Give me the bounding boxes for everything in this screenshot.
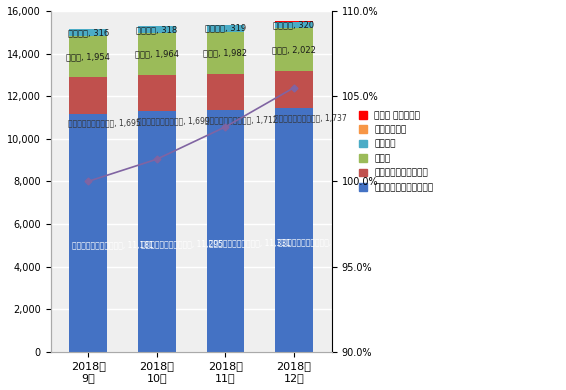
Bar: [207, 74, 245, 110]
Text: カレコ, 1,982: カレコ, 1,982: [203, 48, 247, 57]
Text: カリテコ, 319: カリテコ, 319: [205, 24, 246, 33]
Text: カレコ, 2,022: カレコ, 2,022: [272, 46, 316, 55]
Legend: ホンダ エブリゴー, アース・カー, カリテコ, カレコ, オリックスカーシェア, タイムズ　カー　プラス: ホンダ エブリゴー, アース・カー, カリテコ, カレコ, オリックスカーシェア…: [359, 111, 433, 192]
Bar: [207, 25, 245, 32]
Bar: [70, 36, 107, 78]
Bar: [275, 71, 313, 108]
Text: タイムズ　カー　プラス, 11,331: タイムズ カー プラス, 11,331: [209, 239, 291, 248]
Bar: [138, 75, 175, 111]
Text: オリックスカーシェア, 1,712: オリックスカーシェア, 1,712: [205, 115, 278, 124]
Bar: [70, 113, 107, 352]
Text: オリックスカーシェア, 1,695: オリックスカーシェア, 1,695: [68, 119, 141, 128]
Text: カリテコ, 320: カリテコ, 320: [273, 21, 315, 30]
Bar: [138, 27, 175, 33]
Text: タイムズ　カー　プラス, 11,295: タイムズ カー プラス, 11,295: [141, 239, 223, 248]
Bar: [275, 108, 313, 352]
Text: オリックスカーシェア, 1,699: オリックスカーシェア, 1,699: [136, 116, 209, 125]
Bar: [207, 32, 245, 74]
Bar: [138, 33, 175, 75]
Bar: [275, 28, 313, 71]
Bar: [207, 110, 245, 352]
Bar: [70, 78, 107, 113]
Text: タイムズ　カー　プラス, 11,420: タイムズ カー プラス, 11,420: [278, 238, 360, 247]
Text: タイムズ　カー　プラス, 11,181: タイムズ カー プラス, 11,181: [72, 240, 154, 249]
Text: カリテコ, 318: カリテコ, 318: [136, 25, 178, 34]
Text: オリックスカーシェア, 1,737: オリックスカーシェア, 1,737: [274, 113, 346, 122]
Bar: [70, 29, 107, 36]
Text: カリテコ, 316: カリテコ, 316: [68, 28, 109, 37]
Bar: [138, 111, 175, 352]
Text: カレコ, 1,954: カレコ, 1,954: [66, 52, 110, 61]
Bar: [275, 21, 313, 28]
Text: カレコ, 1,964: カレコ, 1,964: [135, 50, 179, 58]
